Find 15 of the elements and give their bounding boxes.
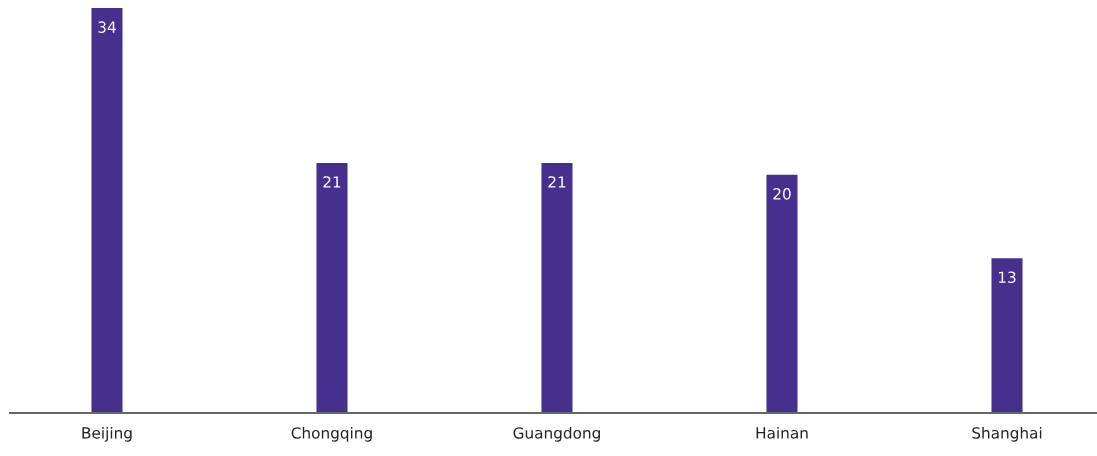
data-label: 21 bbox=[548, 176, 566, 188]
bar bbox=[991, 258, 1023, 413]
data-label: 21 bbox=[323, 176, 341, 188]
bar bbox=[316, 162, 348, 413]
x-tick-label: Hainan bbox=[756, 426, 808, 439]
data-label: 34 bbox=[98, 21, 116, 33]
x-tick-label: Guangdong bbox=[513, 426, 600, 442]
x-tick-label: Shanghai bbox=[972, 426, 1042, 442]
bar bbox=[541, 162, 573, 413]
bar bbox=[91, 8, 123, 413]
data-label: 20 bbox=[773, 188, 791, 200]
data-label: 13 bbox=[998, 271, 1016, 283]
bar bbox=[766, 174, 798, 413]
x-tick-label: Chongqing bbox=[291, 426, 372, 442]
x-tick-label: Beijing bbox=[82, 426, 132, 442]
